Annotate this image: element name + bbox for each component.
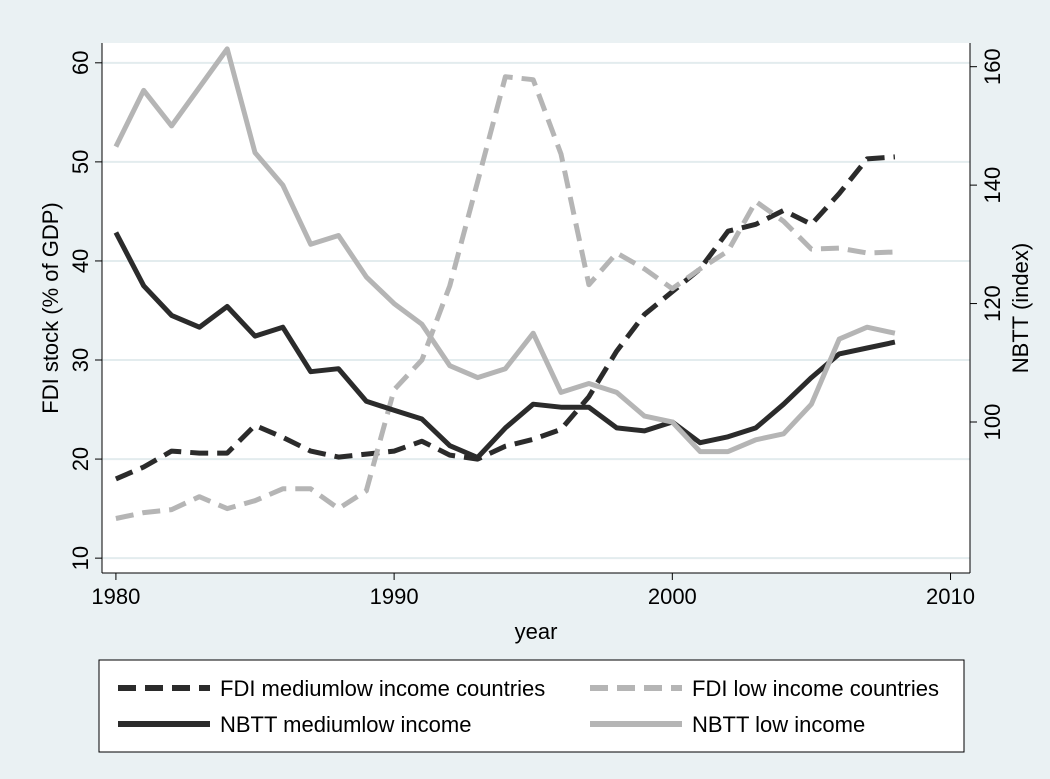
y-left-tick-label: 30	[68, 348, 93, 372]
y-left-tick-label: 50	[68, 150, 93, 174]
series-line-nbtt-mediumlow-income	[113, 231, 896, 460]
y-right-tick-label: 140	[980, 167, 1005, 204]
legend-label-fdi-mediumlow: FDI mediumlow income countries	[220, 676, 545, 701]
tick-layer: 10 20 30 40 50 60 100 120 140 160 1980 1990 2000 2010	[68, 48, 1005, 609]
y-left-tick-label: 60	[68, 51, 93, 75]
x-tick-label: 1990	[370, 584, 419, 609]
axis-layer	[101, 43, 971, 574]
legend-label-nbtt-mediumlow: NBTT mediumlow income	[220, 712, 471, 737]
series-line-fdi-mediumlow-income-countries	[114, 154, 896, 482]
series-layer	[113, 46, 896, 521]
y-axis-left-title: FDI stock (% of GDP)	[38, 202, 63, 413]
series-line-fdi-low-income-countries	[115, 74, 895, 521]
x-tick-label: 2010	[926, 584, 975, 609]
x-tick-label: 2000	[648, 584, 697, 609]
legend: FDI mediumlow income countries FDI low i…	[98, 659, 965, 753]
series-line-nbtt-low-income	[113, 46, 896, 455]
x-axis-title: year	[515, 619, 558, 644]
y-left-tick-label: 10	[68, 546, 93, 570]
grid-layer	[102, 61, 970, 560]
y-right-tick-label: 120	[980, 285, 1005, 322]
y-axis-right-title: NBTT (index)	[1008, 243, 1033, 373]
y-right-tick-label: 160	[980, 48, 1005, 85]
y-right-tick-label: 100	[980, 404, 1005, 441]
legend-box	[98, 659, 965, 753]
plot-area	[102, 43, 970, 573]
x-tick-label: 1980	[91, 584, 140, 609]
legend-label-fdi-low: FDI low income countries	[692, 676, 939, 701]
y-left-tick-label: 40	[68, 249, 93, 273]
legend-label-nbtt-low: NBTT low income	[692, 712, 865, 737]
y-left-tick-label: 20	[68, 447, 93, 471]
